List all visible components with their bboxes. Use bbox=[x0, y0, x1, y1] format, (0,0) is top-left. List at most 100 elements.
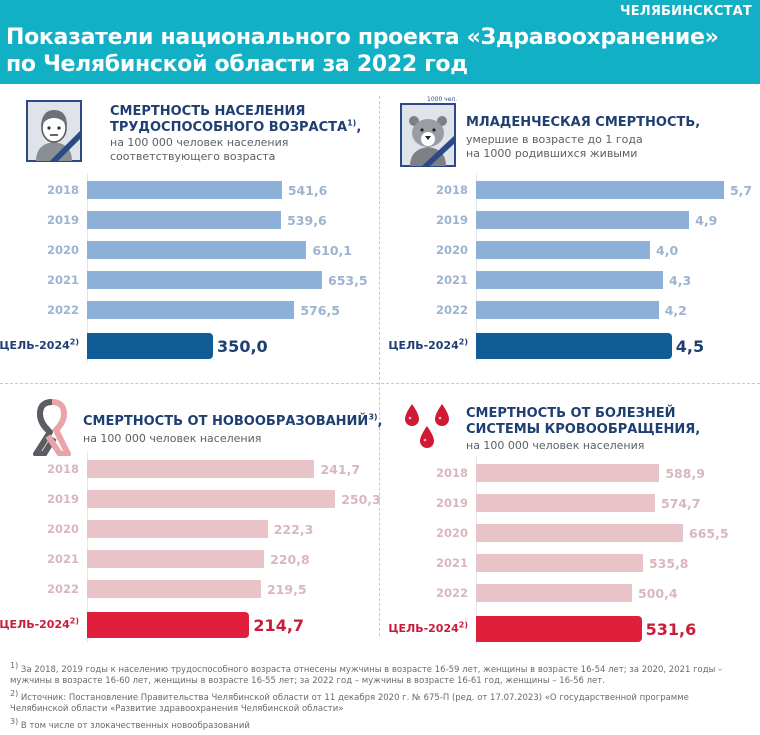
header-banner: ЧЕЛЯБИНСКСТАТ Показатели национального п… bbox=[0, 0, 760, 84]
value-label: 539,6 bbox=[287, 213, 327, 228]
year-label: 2020 bbox=[46, 243, 79, 257]
bar-2020 bbox=[476, 524, 684, 542]
value-label: 665,5 bbox=[689, 526, 729, 541]
bar-2018 bbox=[87, 181, 282, 199]
bar-2019 bbox=[476, 494, 655, 512]
panel-title: СМЕРТНОСТЬ НАСЕЛЕНИЯ ТРУДОСПОСОБНОГО ВОЗ… bbox=[110, 104, 361, 136]
footnote-mark: 2) bbox=[10, 689, 19, 699]
bar-2020 bbox=[87, 241, 307, 259]
footnote-mark: 3) bbox=[10, 717, 19, 727]
panel-title: СМЕРТНОСТЬ ОТ НОВООБРАЗОВАНИЙ3), bbox=[83, 412, 383, 430]
year-label: 2021 bbox=[435, 556, 468, 570]
footnote-mark: 1) bbox=[10, 661, 19, 671]
year-label: 2019 bbox=[435, 496, 468, 510]
year-label: 2018 bbox=[435, 183, 468, 197]
panel-subtitle-line1: умершие в возрасте до 1 года bbox=[466, 133, 643, 146]
goal-bar bbox=[87, 333, 214, 359]
goal-value: 4,5 bbox=[675, 337, 705, 356]
value-label: 4,3 bbox=[669, 273, 692, 288]
panel-subtitle: на 100 000 человек населения bbox=[83, 432, 262, 445]
value-label: 220,8 bbox=[270, 552, 310, 567]
panel-subtitle-line1: на 100 000 человек населения bbox=[110, 136, 289, 149]
value-label: 541,6 bbox=[287, 183, 328, 198]
year-label: 2018 bbox=[435, 466, 468, 480]
horizontal-divider bbox=[0, 383, 760, 384]
bar-2018 bbox=[87, 460, 315, 478]
footnote-ref: 2) bbox=[458, 337, 468, 347]
goal-value: 531,6 bbox=[645, 620, 697, 639]
year-label: 2019 bbox=[46, 492, 79, 506]
bar-2020 bbox=[87, 520, 268, 538]
footnote-ref: 2) bbox=[69, 337, 79, 347]
year-label: 2020 bbox=[435, 243, 468, 257]
goal-bar bbox=[476, 616, 642, 642]
year-label: 2021 bbox=[46, 273, 79, 287]
panel-subtitle: на 100 000 человек населения bbox=[466, 439, 645, 452]
panel-title: СМЕРТНОСТЬ ОТ БОЛЕЗНЕЙ СИСТЕМЫ КРОВООБРА… bbox=[466, 406, 700, 438]
goal-label: ЦЕЛЬ-20242) bbox=[0, 616, 79, 631]
year-label: 2020 bbox=[46, 522, 79, 536]
icon-note: 1000 чел. bbox=[427, 96, 458, 103]
year-label: 2022 bbox=[435, 303, 468, 317]
goal-label: ЦЕЛЬ-20242) bbox=[388, 620, 468, 635]
page-title: Показатели национального проекта «Здраво… bbox=[6, 24, 719, 78]
value-label: 222,3 bbox=[273, 522, 314, 537]
chart-axis bbox=[87, 173, 88, 363]
goal-label: ЦЕЛЬ-20242) bbox=[388, 337, 468, 352]
footnote-1: 1) За 2018, 2019 годы к населению трудос… bbox=[10, 662, 750, 687]
person-mourning-icon bbox=[26, 100, 82, 162]
goal-bar bbox=[87, 612, 250, 638]
footnote-ref: 3) bbox=[368, 412, 378, 422]
goal-label: ЦЕЛЬ-20242) bbox=[0, 337, 79, 352]
bar-2022 bbox=[476, 584, 633, 602]
year-label: 2021 bbox=[435, 273, 468, 287]
bar-2022 bbox=[87, 301, 295, 319]
value-label: 4,9 bbox=[695, 213, 718, 228]
bar-2021 bbox=[87, 271, 322, 289]
value-label: 219,5 bbox=[266, 582, 307, 597]
footnote-ref: 2) bbox=[458, 620, 468, 630]
goal-bar bbox=[476, 333, 672, 359]
panel-title-line1: СМЕРТНОСТЬ НАСЕЛЕНИЯ bbox=[110, 104, 306, 119]
chart-axis bbox=[476, 456, 477, 646]
bar-2019 bbox=[87, 211, 282, 229]
footnote-text: За 2018, 2019 годы к населению трудоспос… bbox=[10, 665, 723, 686]
year-label: 2020 bbox=[435, 526, 468, 540]
page-title-line1: Показатели национального проекта «Здраво… bbox=[6, 25, 719, 50]
bar-2019 bbox=[476, 211, 690, 229]
panel-subtitle-line2: на 1000 родившихся живыми bbox=[466, 147, 638, 160]
year-label: 2019 bbox=[435, 213, 468, 227]
value-label: 574,7 bbox=[660, 496, 701, 511]
year-label: 2022 bbox=[46, 303, 79, 317]
brand-name: ЧЕЛЯБИНСКСТАТ bbox=[620, 4, 752, 19]
year-label: 2018 bbox=[46, 462, 79, 476]
bar-2021 bbox=[476, 271, 664, 289]
chart-axis bbox=[476, 173, 477, 363]
value-label: 4,2 bbox=[664, 303, 687, 318]
panel-title: МЛАДЕНЧЕСКАЯ СМЕРТНОСТЬ, bbox=[466, 115, 701, 130]
value-label: 610,1 bbox=[312, 243, 352, 258]
year-label: 2021 bbox=[46, 552, 79, 566]
value-label: 4,0 bbox=[656, 243, 679, 258]
value-label: 500,4 bbox=[638, 586, 678, 601]
panel-title-line2: ТРУДОСПОСОБНОГО ВОЗРАСТА bbox=[110, 120, 348, 135]
panel-subtitle: умершие в возрасте до 1 года на 1000 род… bbox=[466, 133, 643, 161]
footnote-text: В том числе от злокачественных новообраз… bbox=[20, 721, 250, 731]
footnote-2: 2) Источник: Постановление Правительства… bbox=[10, 690, 750, 715]
footnote-3: 3) В том числе от злокачественных новооб… bbox=[10, 718, 750, 732]
value-label: 653,5 bbox=[328, 273, 368, 288]
value-label: 5,7 bbox=[729, 183, 753, 198]
value-label: 535,8 bbox=[648, 556, 689, 571]
goal-value: 214,7 bbox=[253, 616, 305, 635]
panel-title-line1: СМЕРТНОСТЬ ОТ БОЛЕЗНЕЙ bbox=[466, 406, 676, 421]
bar-2022 bbox=[87, 580, 261, 598]
footnote-ref: 2) bbox=[69, 616, 79, 626]
year-label: 2022 bbox=[435, 586, 468, 600]
bar-2022 bbox=[476, 301, 659, 319]
bear-mourning-icon bbox=[400, 103, 456, 167]
panel-title-line1: СМЕРТНОСТЬ ОТ НОВООБРАЗОВАНИЙ bbox=[83, 414, 369, 429]
footnote-ref: 1) bbox=[347, 118, 357, 128]
panel-title-line2: СИСТЕМЫ КРОВООБРАЩЕНИЯ, bbox=[466, 422, 701, 437]
panel-subtitle-line2: соответствующего возраста bbox=[110, 150, 276, 163]
bar-2018 bbox=[476, 181, 724, 199]
